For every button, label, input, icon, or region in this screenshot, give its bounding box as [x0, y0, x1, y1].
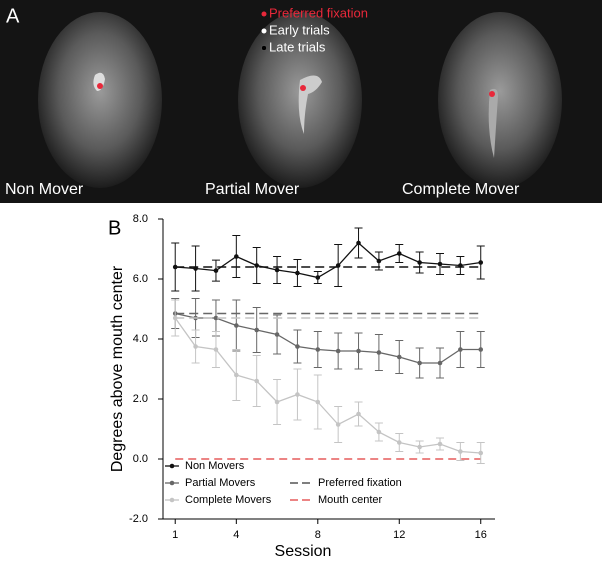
- x-tick-label: 8: [315, 529, 321, 541]
- face-label: Non Mover: [5, 181, 84, 198]
- point: [213, 315, 219, 321]
- point: [458, 449, 463, 454]
- point: [437, 261, 443, 267]
- y-tick-label: 4.0: [133, 333, 148, 345]
- point: [193, 266, 198, 271]
- point: [295, 344, 300, 349]
- point: [274, 267, 280, 273]
- panel-label: A: [6, 5, 20, 27]
- point: [356, 348, 361, 354]
- x-axis-label: Session: [275, 543, 332, 560]
- point: [335, 348, 341, 354]
- point: [478, 347, 484, 352]
- chart: B Session Degrees above mouth center -2.…: [108, 213, 495, 560]
- point: [315, 275, 321, 280]
- point: [315, 347, 321, 352]
- face: [438, 12, 562, 188]
- legend-dot: [261, 28, 267, 34]
- point: [335, 422, 341, 427]
- legend-marker: [169, 497, 175, 503]
- legend-label: Mouth center: [318, 494, 383, 506]
- fixation-dot: [489, 91, 495, 97]
- point: [356, 411, 361, 417]
- point: [417, 444, 422, 450]
- fixation-trace: [488, 88, 498, 158]
- y-tick-label: 0.0: [133, 453, 148, 465]
- point: [234, 323, 239, 328]
- point: [417, 360, 422, 366]
- panel-label: B: [108, 217, 121, 239]
- point: [396, 440, 402, 445]
- point: [376, 350, 382, 355]
- point: [356, 240, 361, 246]
- legend-label: Preferred fixation: [269, 5, 368, 20]
- point: [437, 441, 443, 447]
- x-tick-label: 16: [475, 529, 487, 541]
- point: [376, 258, 382, 264]
- point: [315, 399, 321, 405]
- point: [295, 392, 300, 397]
- point: [193, 344, 198, 349]
- point: [376, 429, 382, 435]
- y-axis-label: Degrees above mouth center: [109, 265, 126, 472]
- point: [417, 260, 422, 265]
- legend-label: Non Movers: [185, 460, 245, 472]
- legend-label: Complete Movers: [185, 494, 272, 506]
- point: [396, 251, 402, 256]
- series-line: [175, 242, 481, 279]
- point: [335, 263, 341, 268]
- x-tick-label: 12: [393, 529, 405, 541]
- point: [295, 270, 300, 276]
- point: [274, 332, 280, 337]
- point: [172, 315, 178, 321]
- point: [213, 268, 219, 273]
- legend-label: Late trials: [269, 39, 326, 54]
- face: [38, 12, 162, 188]
- point: [458, 347, 463, 352]
- point: [274, 399, 280, 405]
- point: [254, 263, 259, 268]
- point: [458, 263, 463, 268]
- point: [254, 327, 259, 333]
- point: [478, 450, 484, 456]
- x-tick-label: 1: [172, 529, 178, 541]
- legend-label: Early trials: [269, 22, 330, 37]
- point: [234, 254, 239, 259]
- fixation-dot: [97, 83, 103, 89]
- point: [478, 260, 484, 265]
- face-label: Complete Mover: [402, 181, 520, 198]
- y-tick-label: -2.0: [129, 513, 148, 525]
- legend-label: Preferred fixation: [318, 477, 402, 489]
- y-tick-label: 2.0: [133, 393, 148, 405]
- point: [234, 372, 239, 378]
- y-tick-label: 8.0: [133, 213, 148, 225]
- fixation-dot: [300, 85, 306, 91]
- faces: [38, 12, 562, 188]
- legend-marker: [169, 463, 175, 469]
- panel-a-legend: Preferred fixation Early trials Late trial…: [261, 5, 368, 54]
- point: [254, 378, 259, 384]
- point: [437, 360, 443, 366]
- legend-label: Partial Movers: [185, 477, 256, 489]
- legend-marker: [169, 480, 175, 486]
- x-tick-label: 4: [233, 529, 239, 541]
- face-label: Partial Mover: [205, 181, 300, 198]
- legend-dot: [261, 45, 267, 51]
- point: [396, 354, 402, 360]
- point: [213, 347, 219, 352]
- y-tick-label: 6.0: [133, 273, 148, 285]
- point: [172, 264, 178, 270]
- series-line: [174, 317, 481, 454]
- series-line: [175, 312, 481, 364]
- legend-dot: [261, 11, 267, 17]
